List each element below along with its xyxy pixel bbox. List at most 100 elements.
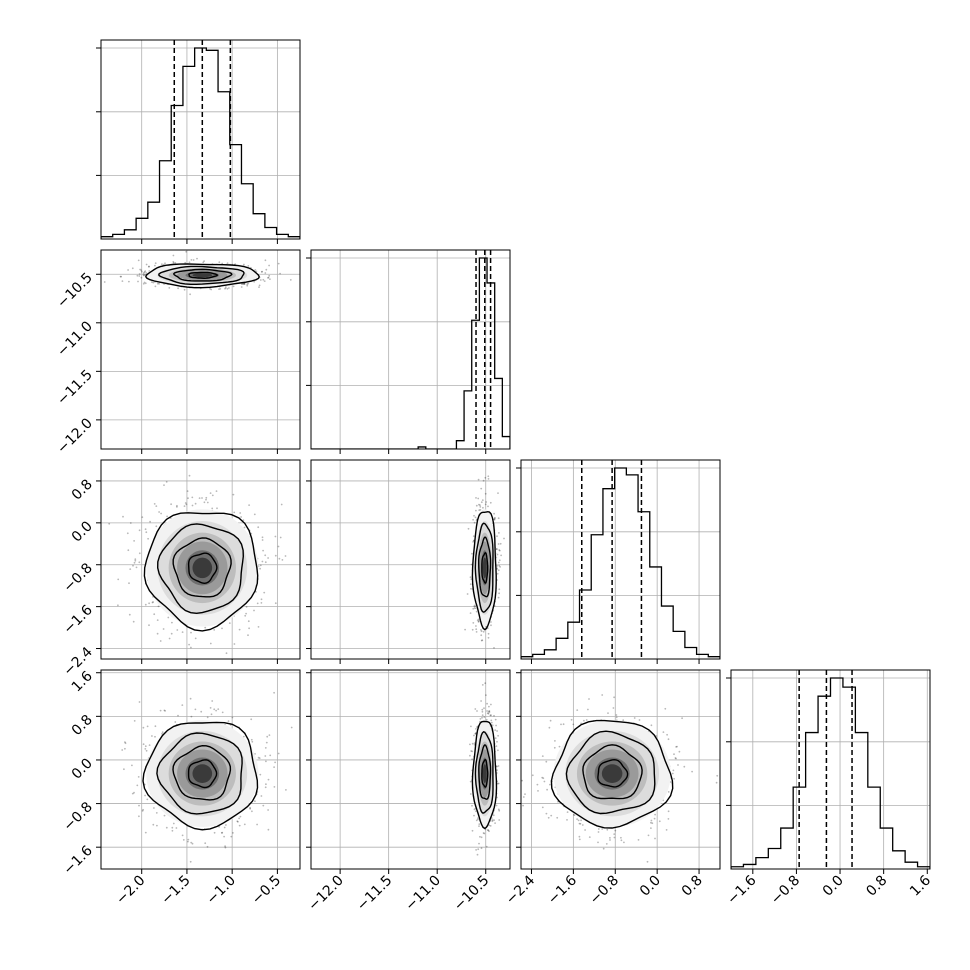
sample-point	[278, 557, 281, 560]
sample-point	[153, 807, 155, 809]
sample-point	[181, 631, 184, 633]
sample-point	[117, 604, 119, 607]
sample-point	[225, 824, 227, 826]
sample-point	[138, 273, 141, 275]
sample-point	[489, 825, 492, 827]
sample-point	[183, 505, 186, 507]
sample-point	[148, 265, 150, 268]
sample-point	[498, 588, 501, 591]
sample-point	[140, 269, 143, 272]
sample-point	[491, 819, 494, 821]
sample-point	[253, 609, 255, 612]
sample-point	[259, 279, 262, 281]
sample-point	[478, 503, 480, 506]
sample-point	[166, 515, 169, 518]
sample-point	[188, 474, 191, 477]
panel-grid	[531, 460, 700, 659]
sample-point	[667, 791, 670, 793]
sample-point	[134, 559, 137, 562]
sample-point	[477, 497, 480, 500]
sample-point	[228, 622, 231, 624]
sample-point	[251, 810, 253, 813]
x-tick-label: −2.0	[113, 873, 148, 908]
sample-point	[274, 554, 277, 557]
sample-point	[134, 558, 137, 561]
sample-point	[171, 621, 173, 624]
sample-point	[548, 726, 551, 729]
sample-point	[264, 786, 267, 789]
sample-point	[499, 566, 501, 568]
sample-point	[487, 712, 490, 715]
sample-point	[654, 813, 656, 816]
sample-point	[477, 818, 479, 820]
sample-point	[481, 639, 484, 641]
sample-point	[257, 626, 260, 628]
sample-point	[487, 829, 490, 832]
sample-point	[613, 696, 615, 699]
sample-point	[232, 493, 235, 496]
sample-point	[566, 819, 568, 821]
sample-point	[615, 716, 618, 719]
sample-point	[601, 828, 604, 830]
sample-point	[650, 724, 653, 727]
sample-point	[487, 475, 490, 478]
sample-point	[237, 820, 239, 823]
sample-point	[494, 718, 497, 721]
sample-point	[482, 506, 484, 509]
sample-point	[715, 781, 718, 784]
sample-point	[162, 628, 165, 630]
density-level	[482, 557, 487, 579]
sample-point	[581, 824, 584, 826]
sample-point	[498, 819, 501, 821]
sample-point	[122, 515, 124, 518]
sample-point	[171, 829, 174, 832]
sample-point	[262, 549, 264, 552]
sample-point	[480, 630, 483, 633]
sample-point	[486, 702, 488, 705]
sample-point	[163, 814, 166, 817]
sample-point	[478, 509, 481, 511]
panel-2d-1-2	[464, 475, 505, 649]
sample-point	[633, 717, 636, 719]
sample-point	[578, 838, 581, 841]
x-tick-label: −10.5	[451, 873, 493, 915]
sample-point	[493, 517, 496, 520]
sample-point	[277, 262, 280, 265]
sample-point	[495, 548, 498, 550]
sample-point	[243, 263, 245, 266]
sample-point	[194, 637, 197, 640]
sample-point	[189, 293, 192, 296]
sample-point	[267, 778, 270, 781]
sample-point	[482, 630, 485, 633]
sample-point	[541, 755, 544, 757]
sample-point	[470, 578, 473, 580]
sample-point	[138, 529, 141, 532]
sample-point	[673, 753, 675, 756]
sample-point	[239, 512, 242, 514]
sample-point	[477, 620, 480, 623]
sample-point	[322, 748, 324, 750]
density-level	[192, 557, 213, 579]
sample-point	[141, 516, 144, 519]
sample-point	[190, 631, 192, 634]
sample-point	[126, 532, 129, 535]
sample-point	[158, 511, 161, 513]
panel-frame	[310, 669, 511, 870]
y-tick-label: −1.6	[60, 602, 95, 637]
sample-point	[667, 810, 670, 813]
sample-point	[129, 568, 132, 570]
sample-point	[494, 737, 497, 739]
sample-point	[234, 263, 237, 265]
sample-point	[471, 829, 474, 832]
sample-point	[135, 566, 138, 569]
sample-point	[136, 274, 139, 277]
sample-point	[480, 501, 483, 504]
sample-point	[487, 632, 490, 635]
sample-point	[137, 259, 140, 262]
sample-point	[496, 535, 498, 538]
sample-point	[131, 267, 134, 270]
sample-point	[473, 742, 476, 745]
y-tick-label: −11.0	[54, 318, 96, 360]
x-tick-label: 0.0	[637, 873, 664, 900]
sample-point	[260, 602, 263, 604]
